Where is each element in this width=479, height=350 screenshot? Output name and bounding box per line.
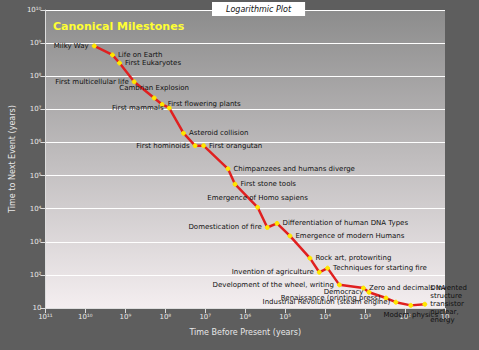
- svg-text:Domestication of fire: Domestication of fire: [188, 223, 261, 231]
- svg-text:10⁹: 10⁹: [119, 313, 131, 321]
- svg-text:Logarithmic Plot: Logarithmic Plot: [226, 5, 292, 14]
- svg-text:10⁷: 10⁷: [30, 105, 42, 113]
- svg-text:10³: 10³: [359, 313, 371, 321]
- svg-text:DNA: DNA: [430, 284, 446, 292]
- svg-text:Life on Earth: Life on Earth: [118, 51, 163, 59]
- svg-text:First Eukaryotes: First Eukaryotes: [125, 59, 181, 67]
- svg-text:Zero and decimals invented: Zero and decimals invented: [369, 284, 467, 292]
- svg-text:Time Before Present (years): Time Before Present (years): [188, 328, 301, 337]
- svg-text:Chimpanzees and humans diverge: Chimpanzees and humans diverge: [233, 165, 354, 173]
- svg-text:Democracy: Democracy: [323, 288, 364, 297]
- svg-text:10⁶: 10⁶: [239, 313, 251, 321]
- svg-text:Asteroid collision: Asteroid collision: [189, 129, 248, 137]
- svg-text:Development of the wheel, writ: Development of the wheel, writing: [213, 281, 334, 289]
- svg-text:First stone tools: First stone tools: [241, 180, 297, 188]
- svg-text:Time to Next Event (years): Time to Next Event (years): [8, 105, 17, 214]
- svg-text:10¹¹: 10¹¹: [38, 313, 53, 321]
- svg-text:Cambrian Explosion: Cambrian Explosion: [119, 84, 189, 92]
- svg-text:10: 10: [32, 304, 41, 312]
- svg-text:10¹⁰: 10¹⁰: [78, 313, 93, 321]
- svg-text:First orangutan: First orangutan: [209, 142, 262, 150]
- svg-text:First mammals: First mammals: [112, 104, 164, 112]
- svg-text:10⁸: 10⁸: [159, 313, 171, 321]
- svg-text:10⁶: 10⁶: [30, 138, 42, 146]
- svg-text:10⁸: 10⁸: [30, 72, 42, 80]
- svg-text:10³: 10³: [30, 238, 42, 246]
- svg-text:Industrial Revolution (steam e: Industrial Revolution (steam engine): [263, 298, 391, 306]
- svg-text:Milky Way: Milky Way: [54, 42, 89, 50]
- svg-text:structure: structure: [430, 292, 462, 300]
- svg-text:transistor: transistor: [430, 300, 464, 308]
- svg-text:10²: 10²: [30, 271, 42, 279]
- svg-text:10⁵: 10⁵: [30, 172, 42, 180]
- svg-text:10⁷: 10⁷: [199, 313, 211, 321]
- svg-text:Canonical Milestones: Canonical Milestones: [53, 20, 185, 33]
- svg-text:10⁴: 10⁴: [30, 205, 42, 213]
- svg-text:Differentiation of human DNA T: Differentiation of human DNA Types: [283, 219, 409, 227]
- svg-text:Rock art, protowriting: Rock art, protowriting: [315, 254, 391, 262]
- svg-text:10¹⁰: 10¹⁰: [27, 6, 42, 14]
- svg-text:Invention of agriculture: Invention of agriculture: [232, 268, 314, 276]
- svg-text:10⁴: 10⁴: [319, 313, 331, 321]
- svg-text:energy: energy: [430, 316, 454, 324]
- svg-text:First flowering plants: First flowering plants: [168, 100, 241, 108]
- svg-text:First hominoids: First hominoids: [136, 142, 190, 150]
- svg-text:10⁹: 10⁹: [30, 39, 42, 47]
- svg-text:Emergence of Homo sapiens: Emergence of Homo sapiens: [207, 194, 308, 202]
- svg-text:10⁵: 10⁵: [279, 313, 291, 321]
- svg-text:Modern physics: Modern physics: [383, 310, 438, 319]
- svg-text:First multicellular life: First multicellular life: [55, 78, 128, 86]
- svg-text:nuclear,: nuclear,: [430, 308, 458, 316]
- svg-text:Techniques for starting fire: Techniques for starting fire: [332, 264, 427, 272]
- svg-text:Emergence of modern Humans: Emergence of modern Humans: [295, 232, 404, 240]
